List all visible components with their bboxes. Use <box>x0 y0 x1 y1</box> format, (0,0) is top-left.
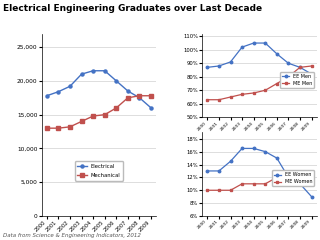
ME Women <box>205 189 209 192</box>
EE Women <box>286 176 290 179</box>
ME Women <box>228 189 232 192</box>
Electrical <box>68 85 72 88</box>
Electrical <box>56 90 60 93</box>
Electrical <box>45 94 49 97</box>
Electrical <box>138 96 141 99</box>
EE Women <box>275 157 279 160</box>
Mechanical <box>114 107 118 109</box>
EE Men <box>275 52 279 55</box>
ME Women <box>240 182 244 185</box>
ME Women <box>217 189 221 192</box>
Mechanical <box>91 114 95 117</box>
ME Men <box>217 98 221 101</box>
EE Women <box>263 150 267 153</box>
Line: EE Men: EE Men <box>206 42 313 75</box>
EE Women <box>310 195 314 198</box>
ME Men <box>286 75 290 78</box>
EE Men <box>240 46 244 48</box>
ME Women <box>298 176 302 179</box>
Electrical <box>103 69 107 72</box>
ME Women <box>263 182 267 185</box>
EE Women <box>298 182 302 185</box>
Mechanical <box>56 127 60 130</box>
EE Women <box>240 147 244 150</box>
Line: ME Men: ME Men <box>206 65 313 101</box>
ME Women <box>252 182 256 185</box>
Electrical <box>126 90 130 92</box>
Legend: EE Women, ME Women: EE Women, ME Women <box>272 170 314 186</box>
EE Men <box>298 66 302 69</box>
EE Women <box>228 160 232 163</box>
ME Men <box>252 91 256 94</box>
EE Women <box>205 169 209 172</box>
Electrical <box>149 107 153 109</box>
ME Men <box>263 89 267 92</box>
Legend: EE Men, ME Men: EE Men, ME Men <box>280 72 314 88</box>
Electrical <box>80 73 84 76</box>
Line: Electrical: Electrical <box>45 69 153 109</box>
Line: ME Women: ME Women <box>206 176 313 192</box>
ME Men <box>275 82 279 85</box>
EE Men <box>228 60 232 63</box>
ME Men <box>228 96 232 98</box>
ME Men <box>298 66 302 69</box>
Text: Electrical Engineering Graduates over Last Decade: Electrical Engineering Graduates over La… <box>3 4 262 12</box>
EE Men <box>286 62 290 65</box>
Mechanical <box>45 127 49 130</box>
Electrical <box>114 79 118 82</box>
ME Women <box>310 182 314 185</box>
Line: EE Women: EE Women <box>206 147 313 198</box>
ME Men <box>310 65 314 67</box>
EE Men <box>310 73 314 76</box>
Mechanical <box>103 113 107 116</box>
ME Women <box>286 182 290 185</box>
EE Men <box>252 42 256 44</box>
ME Women <box>275 176 279 179</box>
Mechanical <box>68 125 72 128</box>
Mechanical <box>149 94 153 97</box>
EE Men <box>205 66 209 69</box>
ME Men <box>205 98 209 101</box>
Text: Data from Science & Engineering Indicators, 2012: Data from Science & Engineering Indicato… <box>3 233 141 238</box>
EE Men <box>263 42 267 44</box>
Legend: Electrical, Mechanical: Electrical, Mechanical <box>75 161 123 180</box>
EE Women <box>217 169 221 172</box>
Line: Mechanical: Mechanical <box>45 94 153 130</box>
Mechanical <box>80 120 84 123</box>
EE Women <box>252 147 256 150</box>
Mechanical <box>126 96 130 99</box>
EE Men <box>217 65 221 67</box>
Mechanical <box>138 94 141 97</box>
ME Men <box>240 93 244 96</box>
Electrical <box>91 69 95 72</box>
